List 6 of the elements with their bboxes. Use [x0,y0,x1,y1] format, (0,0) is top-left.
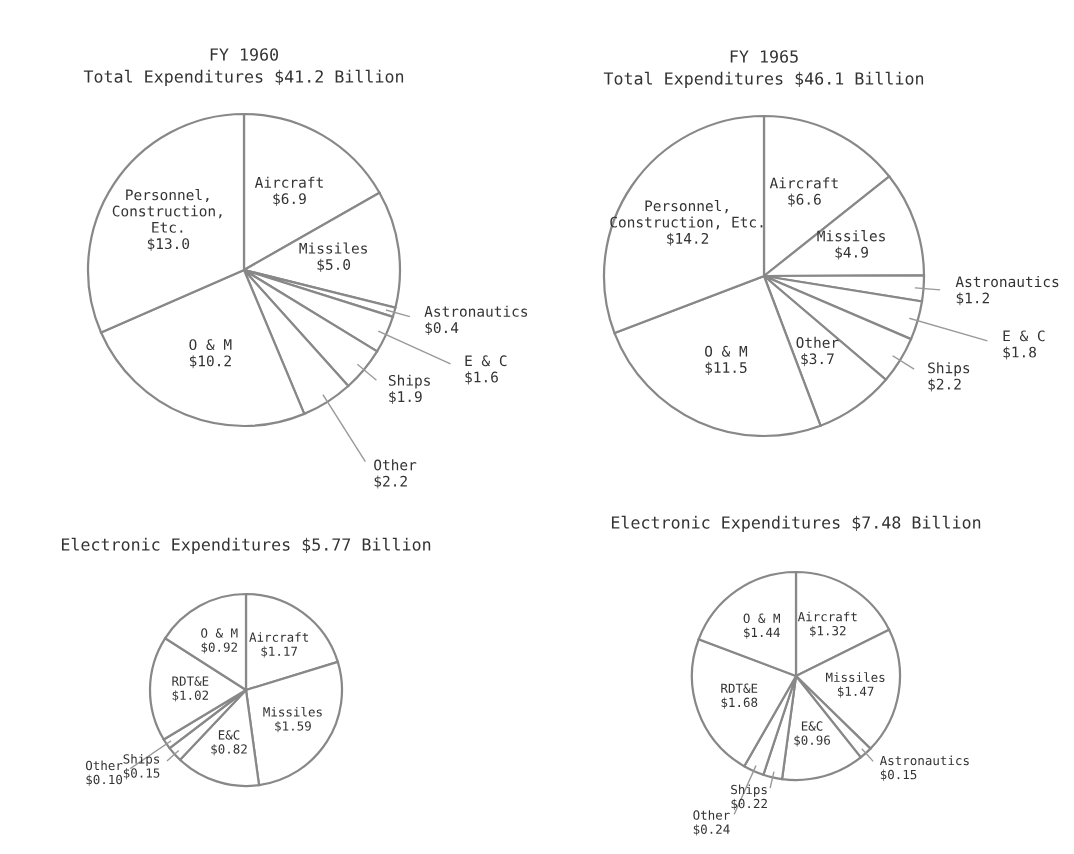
chart-title: FY 1960 [210,48,279,61]
chart-subtitle: Total Expenditures $41.2 Billion [83,69,404,86]
chart-title: Electronic Expenditures $5.77 Billion [61,537,431,554]
chart-subtitle: Total Expenditures $46.1 Billion [603,71,924,88]
chart-title: FY 1965 [730,50,798,63]
chart-title: Electronic Expenditures $7.48 Billion [611,515,981,532]
